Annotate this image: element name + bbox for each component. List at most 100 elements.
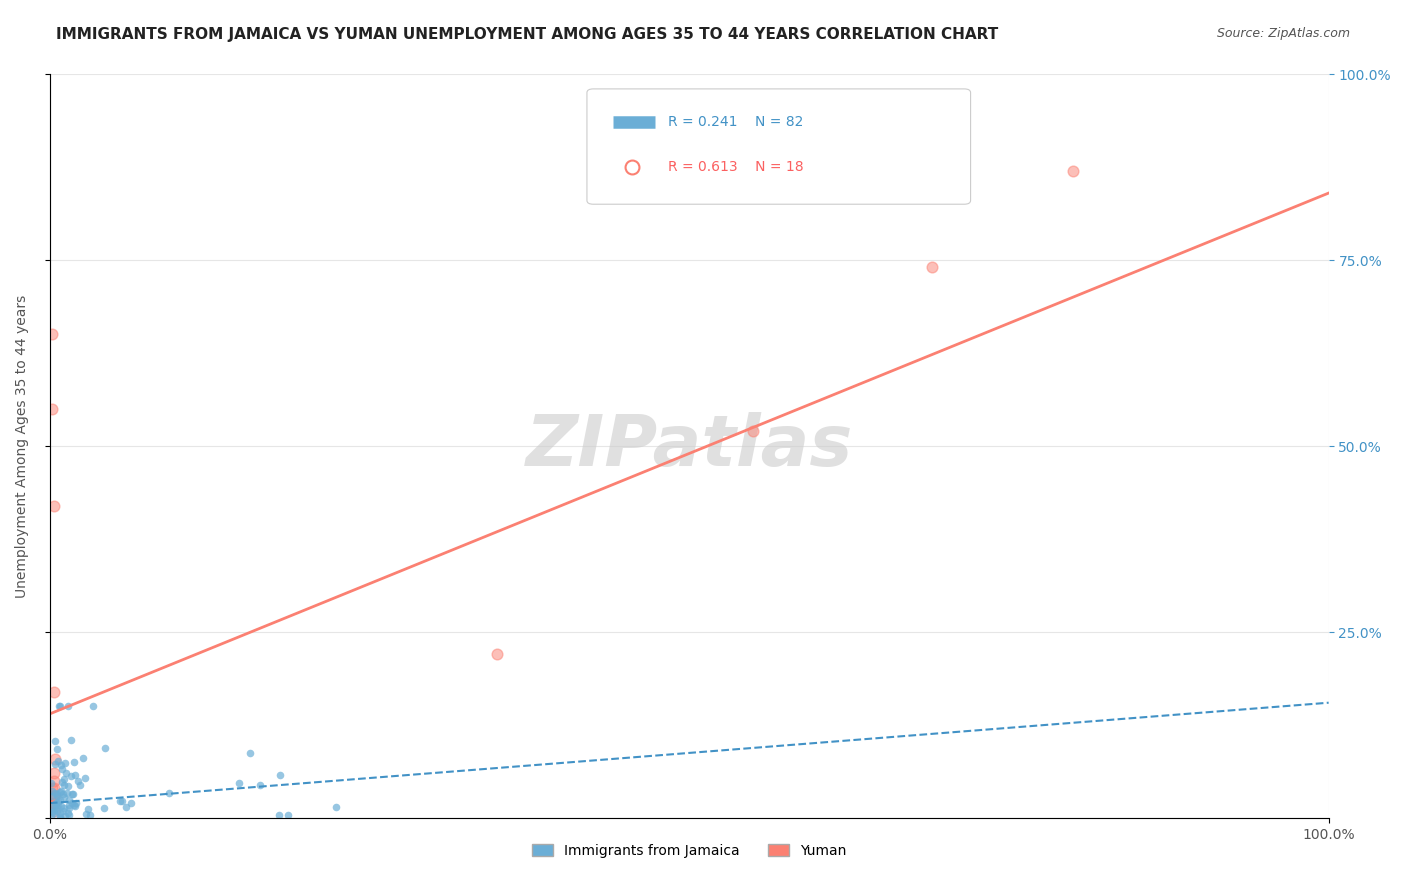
Point	[48, 699, 70, 714]
Point	[228, 775, 250, 789]
Point	[110, 794, 132, 808]
Point	[49, 784, 72, 798]
Point	[60, 769, 83, 783]
Point	[56, 805, 79, 820]
Point	[267, 808, 290, 822]
Point	[42, 789, 65, 803]
Point	[45, 804, 67, 818]
Point	[46, 787, 69, 801]
Point	[49, 785, 72, 799]
Text: IMMIGRANTS FROM JAMAICA VS YUMAN UNEMPLOYMENT AMONG AGES 35 TO 44 YEARS CORRELAT: IMMIGRANTS FROM JAMAICA VS YUMAN UNEMPLO…	[56, 27, 998, 42]
Text: R = 0.241    N = 82: R = 0.241 N = 82	[668, 115, 803, 129]
Point	[94, 740, 117, 755]
Point	[921, 260, 943, 275]
Point	[49, 811, 72, 825]
Text: ZIPatlas: ZIPatlas	[526, 411, 853, 481]
Point	[58, 797, 80, 812]
Point	[42, 766, 65, 780]
Y-axis label: Unemployment Among Ages 35 to 44 years: Unemployment Among Ages 35 to 44 years	[15, 294, 30, 598]
Point	[52, 772, 75, 786]
Point	[42, 773, 65, 788]
Point	[114, 800, 136, 814]
Point	[56, 779, 79, 793]
Point	[75, 806, 97, 821]
Point	[93, 801, 115, 815]
Point	[41, 327, 63, 342]
Point	[46, 742, 69, 756]
Point	[42, 796, 65, 810]
Point	[42, 804, 65, 818]
Point	[60, 732, 83, 747]
Point	[53, 808, 76, 822]
Point	[48, 754, 70, 768]
Point	[41, 401, 63, 416]
Point	[62, 787, 84, 801]
Point	[51, 774, 73, 789]
Point	[75, 771, 97, 785]
Point	[52, 804, 75, 818]
Text: Source: ZipAtlas.com: Source: ZipAtlas.com	[1216, 27, 1350, 40]
Point	[79, 808, 101, 822]
Point	[82, 699, 104, 714]
Point	[44, 751, 66, 765]
Point	[53, 789, 76, 804]
Point	[52, 800, 75, 814]
Point	[42, 684, 65, 698]
Point	[44, 797, 66, 811]
Point	[42, 805, 65, 820]
Point	[63, 797, 86, 812]
FancyBboxPatch shape	[586, 89, 970, 204]
Point	[277, 807, 299, 822]
Point	[42, 789, 65, 803]
Point	[58, 801, 80, 815]
Point	[72, 751, 94, 765]
Point	[45, 799, 67, 814]
Point	[60, 788, 83, 802]
Point	[77, 802, 100, 816]
Point	[49, 810, 72, 824]
Point	[48, 806, 70, 821]
Point	[41, 789, 63, 804]
Point	[55, 765, 77, 780]
Point	[42, 798, 65, 813]
Point	[742, 424, 765, 438]
Point	[49, 798, 72, 813]
Point	[49, 699, 72, 714]
Point	[120, 796, 142, 810]
Point	[157, 786, 180, 800]
Legend: Immigrants from Jamaica, Yuman: Immigrants from Jamaica, Yuman	[527, 838, 852, 863]
Point	[42, 499, 65, 513]
Point	[42, 781, 65, 796]
Point	[42, 796, 65, 810]
Point	[46, 797, 69, 812]
Point	[56, 699, 79, 714]
Point	[58, 807, 80, 822]
Point	[486, 648, 509, 662]
Point	[49, 793, 72, 807]
Point	[52, 787, 75, 801]
Point	[60, 796, 83, 810]
Point	[44, 786, 66, 800]
Text: R = 0.613    N = 18: R = 0.613 N = 18	[668, 160, 803, 174]
Point	[1062, 163, 1084, 178]
Point	[41, 783, 63, 797]
Point	[44, 756, 66, 771]
Point	[39, 776, 62, 790]
Point	[41, 809, 63, 823]
Point	[325, 800, 347, 814]
Point	[63, 768, 86, 782]
Point	[63, 799, 86, 814]
Point	[63, 756, 86, 770]
Point	[249, 779, 271, 793]
Point	[51, 762, 73, 776]
Point	[53, 756, 76, 771]
Point	[239, 746, 262, 760]
Point	[46, 794, 69, 808]
Point	[41, 781, 63, 796]
Point	[55, 786, 77, 800]
Point	[44, 734, 66, 748]
Point	[65, 796, 87, 810]
Point	[42, 803, 65, 817]
Point	[69, 779, 91, 793]
Point	[49, 758, 72, 772]
